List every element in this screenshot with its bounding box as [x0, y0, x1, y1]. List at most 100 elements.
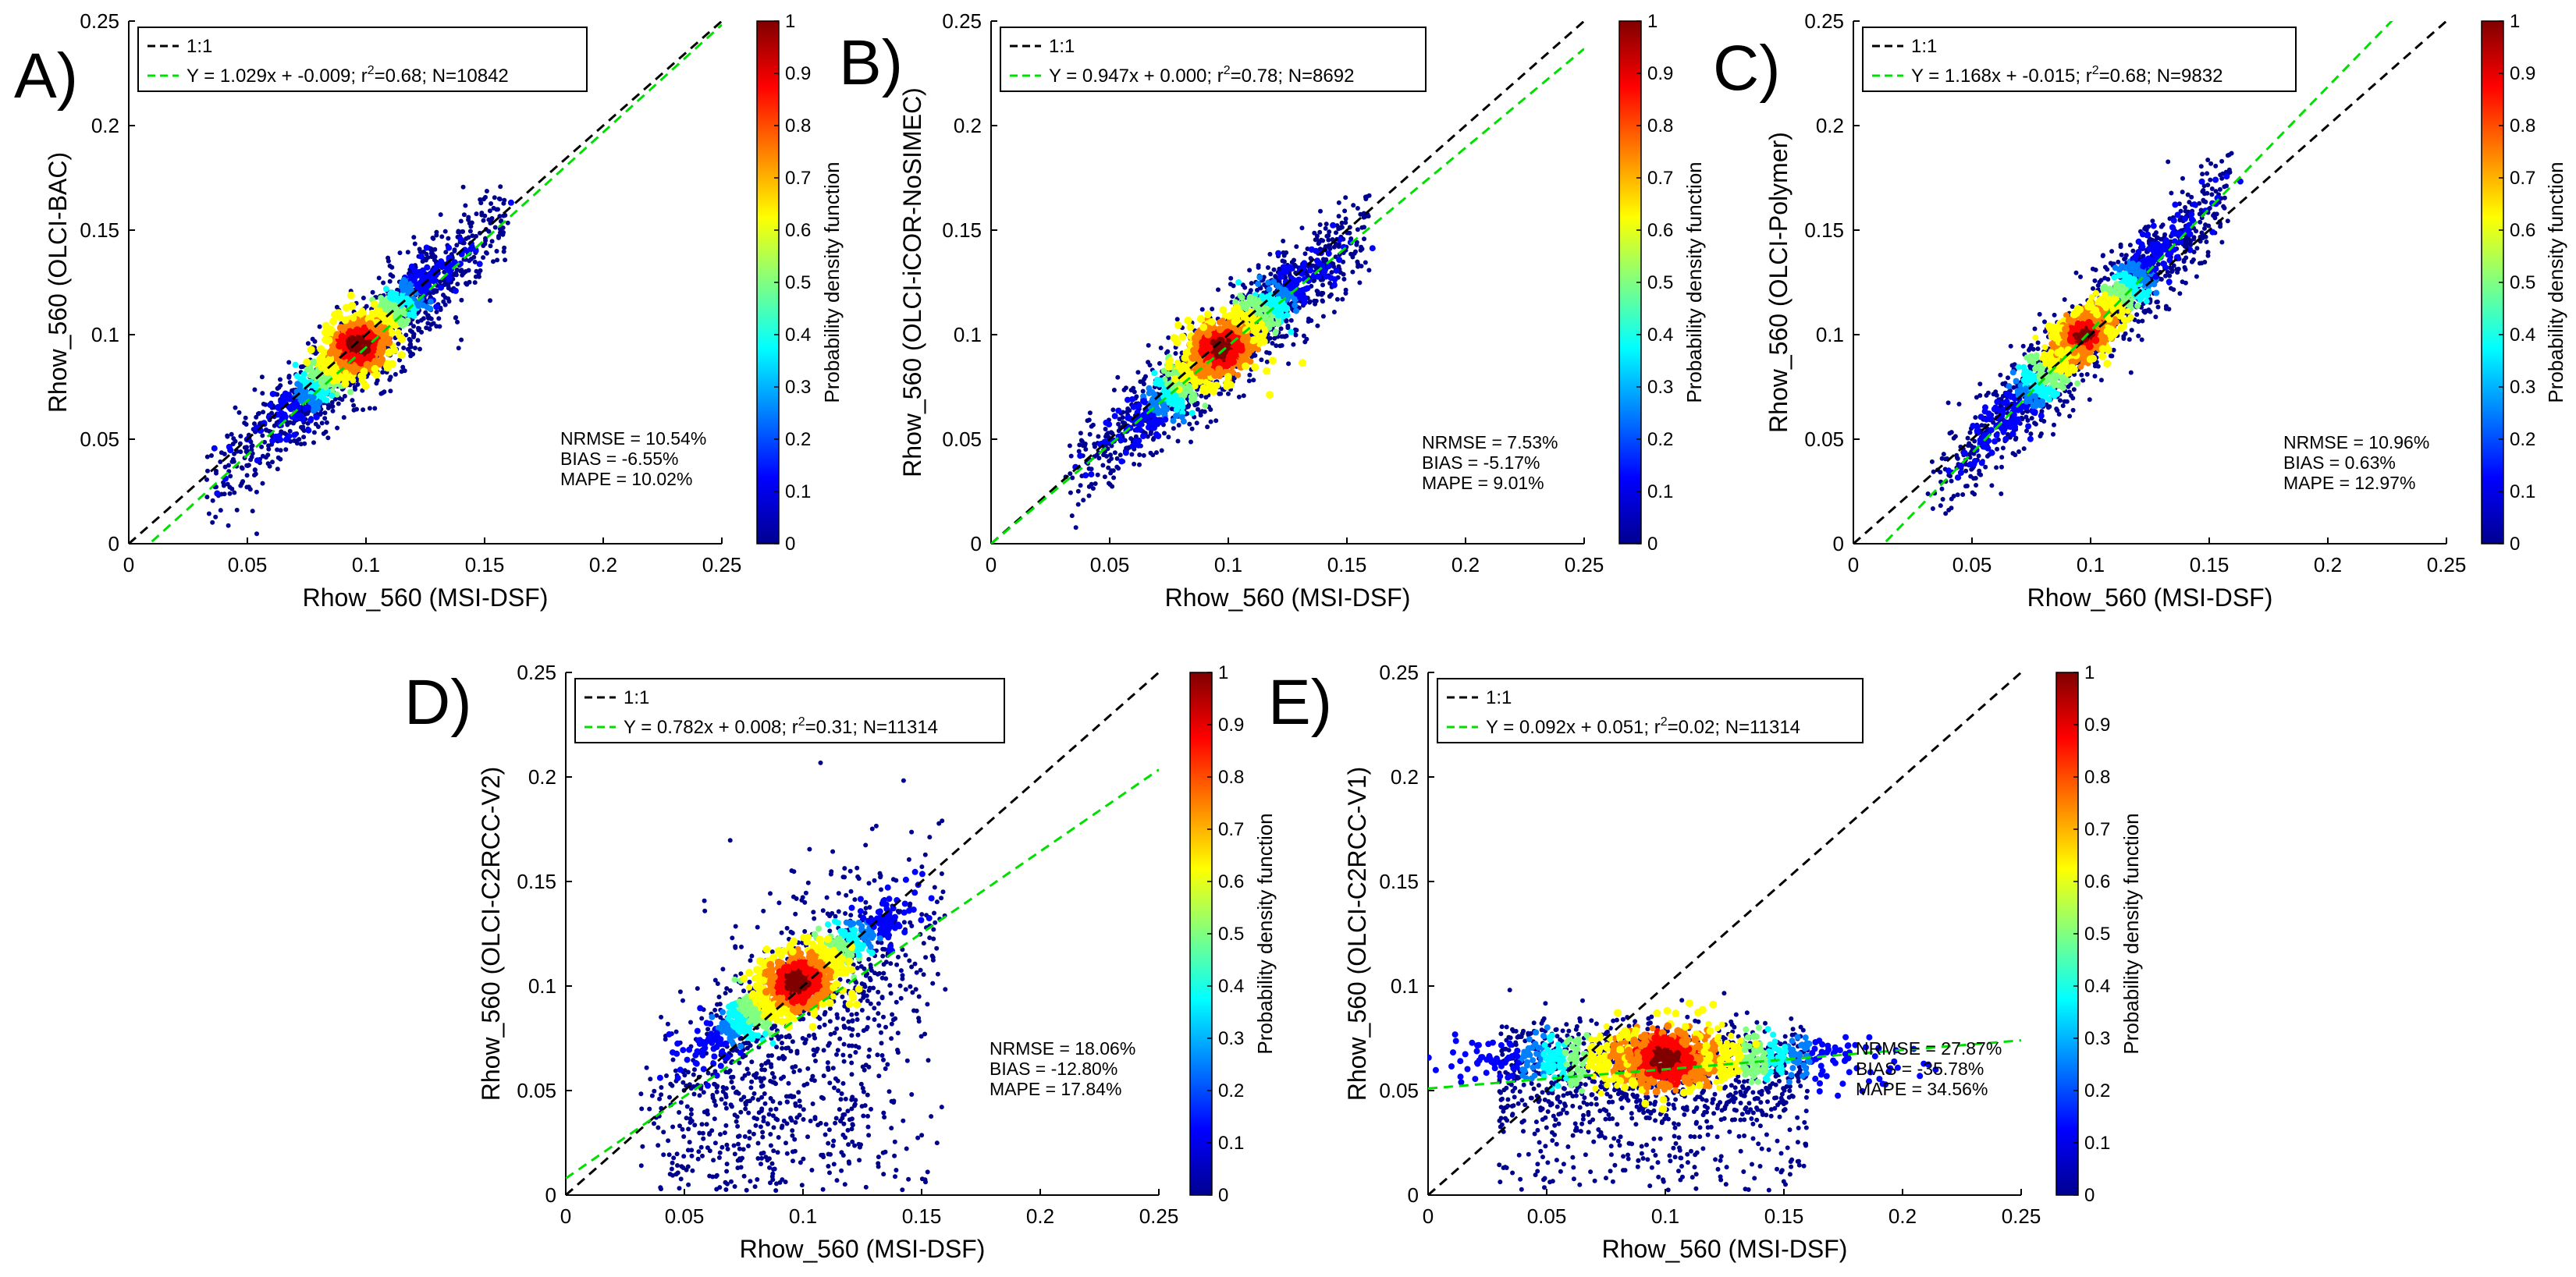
data-point [276, 385, 282, 390]
density-core-point [341, 316, 350, 325]
data-point [1320, 314, 1326, 319]
density-core-point [348, 335, 357, 343]
data-point [364, 303, 369, 309]
density-point [1307, 267, 1314, 274]
density-point [350, 377, 357, 384]
density-core-point [363, 360, 371, 369]
density-point [277, 436, 284, 443]
density-point [1315, 273, 1322, 280]
legend-ref-label: 1:1 [1049, 36, 1075, 57]
data-point [491, 259, 496, 264]
data-point [311, 440, 316, 445]
data-point [1331, 264, 1337, 269]
colorbar-tick-label: 0.3 [1647, 377, 1673, 398]
density-core-point [1237, 346, 1245, 354]
data-point [210, 498, 215, 503]
density-core-point [1219, 306, 1228, 314]
data-point [1277, 343, 1283, 349]
density-point [446, 274, 453, 281]
data-point [234, 507, 240, 513]
density-point [1270, 278, 1277, 286]
data-point [1318, 208, 1323, 214]
density-point [1172, 368, 1179, 375]
data-point [458, 218, 464, 224]
data-point [1189, 439, 1193, 445]
density-point [1195, 378, 1202, 385]
density-point [410, 277, 417, 284]
density-core-point [1186, 323, 1195, 332]
density-core-point [1189, 353, 1197, 362]
density-point [267, 402, 274, 408]
data-point [1141, 452, 1146, 458]
y-tick-label: 0 [1833, 532, 1844, 555]
data-point [303, 412, 308, 417]
data-point [411, 324, 416, 329]
density-point [226, 443, 233, 450]
colorbar-tick-label: 0.1 [1647, 481, 1673, 502]
density-point [292, 361, 299, 368]
density-core-point [1254, 335, 1263, 343]
data-point [1285, 325, 1291, 331]
density-point [1178, 413, 1185, 420]
data-point [397, 357, 402, 363]
data-point [1338, 225, 1343, 231]
data-point [1334, 296, 1340, 302]
data-point [1075, 488, 1081, 494]
data-point [1364, 194, 1370, 200]
data-point [238, 483, 243, 488]
data-point [387, 263, 393, 268]
data-point [1323, 244, 1328, 249]
data-point [410, 329, 414, 335]
density-point [291, 403, 298, 410]
density-point [1077, 452, 1084, 459]
data-point [1284, 318, 1289, 324]
data-point [1075, 502, 1081, 507]
data-point [2194, 274, 2199, 279]
density-point [1293, 307, 1299, 314]
data-point [386, 258, 391, 264]
x-tick-label: 0.2 [2314, 553, 2342, 576]
density-point [403, 295, 410, 302]
density-point [1155, 433, 1162, 439]
data-point [481, 255, 486, 261]
data-point [305, 341, 311, 346]
density-point [1125, 414, 1132, 421]
y-tick-label: 0.1 [954, 323, 982, 346]
density-point [1147, 411, 1154, 418]
density-core-point [1171, 374, 1180, 383]
density-point [1277, 307, 1284, 314]
density-core-point [356, 353, 364, 362]
density-core-point [1212, 381, 1220, 390]
one-to-one-line [129, 21, 722, 544]
data-point [232, 490, 237, 495]
data-point [361, 296, 366, 300]
density-core-point [353, 326, 361, 335]
density-point [427, 298, 434, 305]
data-point [1362, 236, 1366, 242]
density-core-point [361, 381, 370, 390]
data-point [413, 346, 417, 351]
data-point [238, 434, 243, 439]
density-point [1136, 426, 1143, 433]
data-point [238, 449, 243, 455]
data-point [1069, 513, 1075, 519]
data-point [226, 523, 231, 528]
density-point [305, 427, 312, 434]
data-point [1173, 351, 1178, 356]
data-point [452, 248, 457, 254]
stat-mape: MAPE = 9.01% [1422, 473, 1544, 493]
density-point [1270, 302, 1277, 309]
data-point [1348, 251, 1354, 257]
data-point [287, 380, 293, 385]
data-point [417, 247, 422, 252]
x-tick-label: 0.05 [228, 553, 268, 576]
density-core-point [1205, 367, 1213, 376]
density-core-point [385, 339, 393, 347]
density-point [1156, 381, 1163, 388]
data-point [1241, 393, 1246, 399]
density-point [1157, 418, 1164, 425]
data-point [424, 325, 429, 331]
data-point [1110, 468, 1116, 474]
data-point [400, 364, 406, 370]
density-point [1272, 328, 1279, 335]
